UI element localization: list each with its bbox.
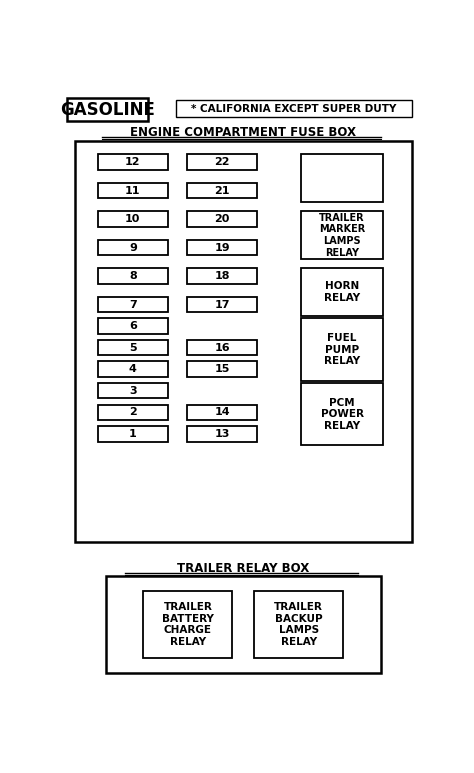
Text: 22: 22 (214, 157, 230, 167)
Text: 19: 19 (214, 243, 230, 253)
Text: 15: 15 (214, 364, 230, 374)
Text: 20: 20 (214, 214, 230, 224)
Text: 3: 3 (129, 386, 137, 396)
Text: TRAILER
MARKER
LAMPS
RELAY: TRAILER MARKER LAMPS RELAY (319, 213, 365, 257)
Bar (187, 183, 257, 198)
Bar (187, 155, 257, 170)
Text: 5: 5 (129, 342, 137, 352)
Text: 2: 2 (129, 407, 137, 417)
Text: 16: 16 (214, 342, 230, 352)
Text: 8: 8 (129, 271, 137, 281)
Text: 4: 4 (129, 364, 137, 374)
Bar (187, 426, 257, 441)
Bar (187, 404, 257, 420)
Text: FUEL
PUMP
RELAY: FUEL PUMP RELAY (324, 333, 360, 366)
Bar (254, 591, 343, 659)
Text: * CALIFORNIA EXCEPT SUPER DUTY: * CALIFORNIA EXCEPT SUPER DUTY (191, 104, 396, 114)
Text: 18: 18 (214, 271, 230, 281)
Bar (187, 340, 257, 356)
Bar (187, 362, 257, 377)
Text: PCM
POWER
RELAY: PCM POWER RELAY (320, 397, 364, 431)
Text: 11: 11 (125, 186, 141, 196)
Text: 1: 1 (129, 429, 137, 439)
Bar (98, 155, 168, 170)
Bar (301, 268, 383, 316)
Bar (98, 404, 168, 420)
Text: 12: 12 (125, 157, 141, 167)
Bar (98, 340, 168, 356)
Bar (175, 100, 412, 117)
Bar (75, 141, 412, 542)
Bar (187, 268, 257, 284)
Bar (98, 183, 168, 198)
Bar (301, 318, 383, 381)
Bar (98, 240, 168, 255)
Bar (187, 211, 257, 226)
Bar (67, 98, 148, 121)
Text: TRAILER
BACKUP
LAMPS
RELAY: TRAILER BACKUP LAMPS RELAY (274, 602, 323, 647)
Text: 7: 7 (129, 299, 137, 309)
Bar (187, 240, 257, 255)
Bar (301, 155, 383, 202)
Bar (187, 297, 257, 312)
Text: GASOLINE: GASOLINE (60, 100, 155, 119)
Bar (98, 297, 168, 312)
Text: 6: 6 (129, 321, 137, 331)
Bar (143, 591, 232, 659)
Bar (106, 577, 381, 673)
Text: TRAILER RELAY BOX: TRAILER RELAY BOX (177, 562, 309, 575)
Bar (301, 211, 383, 259)
Bar (98, 426, 168, 441)
Bar (98, 211, 168, 226)
Bar (98, 383, 168, 398)
Text: HORN
RELAY: HORN RELAY (324, 281, 360, 303)
Text: 17: 17 (214, 299, 230, 309)
Text: 9: 9 (129, 243, 137, 253)
Bar (98, 362, 168, 377)
Text: 14: 14 (214, 407, 230, 417)
Text: ENGINE COMPARTMENT FUSE BOX: ENGINE COMPARTMENT FUSE BOX (130, 126, 356, 139)
Text: 21: 21 (214, 186, 230, 196)
Bar (301, 383, 383, 445)
Text: 13: 13 (214, 429, 230, 439)
Bar (98, 268, 168, 284)
Text: TRAILER
BATTERY
CHARGE
RELAY: TRAILER BATTERY CHARGE RELAY (162, 602, 214, 647)
Bar (98, 318, 168, 334)
Text: 10: 10 (125, 214, 141, 224)
